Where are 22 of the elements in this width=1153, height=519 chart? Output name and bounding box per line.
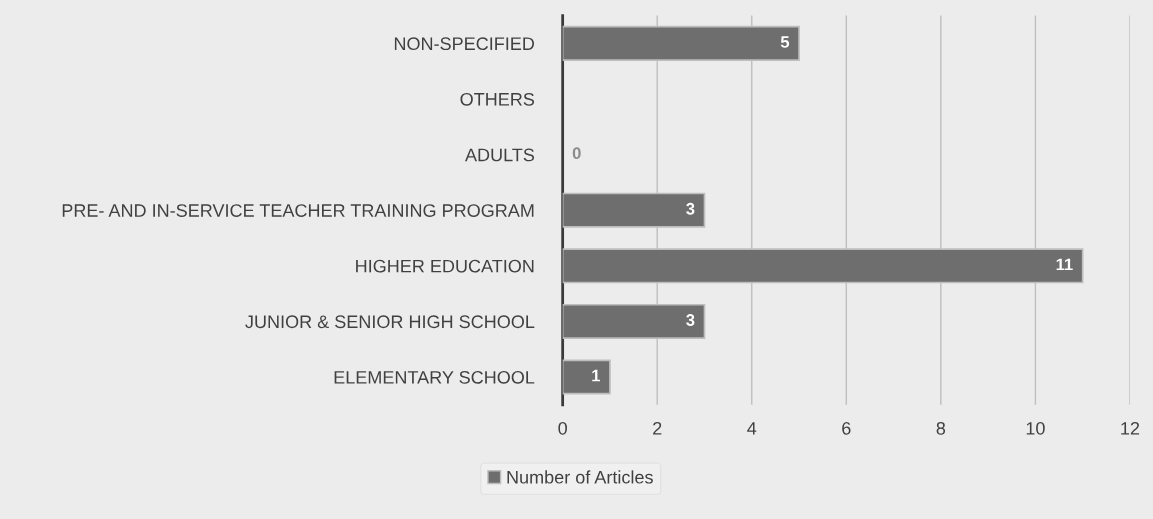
y-tick-label: NON-SPECIFIED	[394, 37, 535, 51]
x-tick-label: 8	[936, 421, 946, 435]
y-tick-label: JUNIOR & SENIOR HIGH SCHOOL	[245, 315, 535, 329]
legend-label: Number of Articles	[507, 470, 653, 484]
y-tick-label: ELEMENTARY SCHOOL	[334, 370, 535, 384]
data-label: 1	[592, 369, 601, 382]
y-tick-label: OTHERS	[460, 92, 535, 106]
data-label: 11	[1056, 258, 1073, 271]
bar	[562, 359, 611, 395]
data-label: 3	[686, 314, 695, 326]
y-tick-label: ADULTS	[465, 148, 535, 162]
y-tick-label: PRE- AND IN-SERVICE TEACHER TRAINING PROGRAM	[62, 204, 534, 217]
x-tick-label: 0	[558, 421, 567, 435]
data-label: 5	[780, 36, 790, 48]
data-label: 0	[572, 147, 581, 160]
x-tick-label: 2	[653, 421, 662, 435]
x-tick-label: 6	[842, 421, 851, 435]
y-tick-label: HIGHER EDUCATION	[356, 259, 534, 273]
x-tick-label: 4	[747, 422, 757, 435]
x-tick-label: 12	[1121, 421, 1140, 435]
data-label: 3	[686, 202, 695, 215]
x-tick-label: 10	[1026, 421, 1045, 435]
